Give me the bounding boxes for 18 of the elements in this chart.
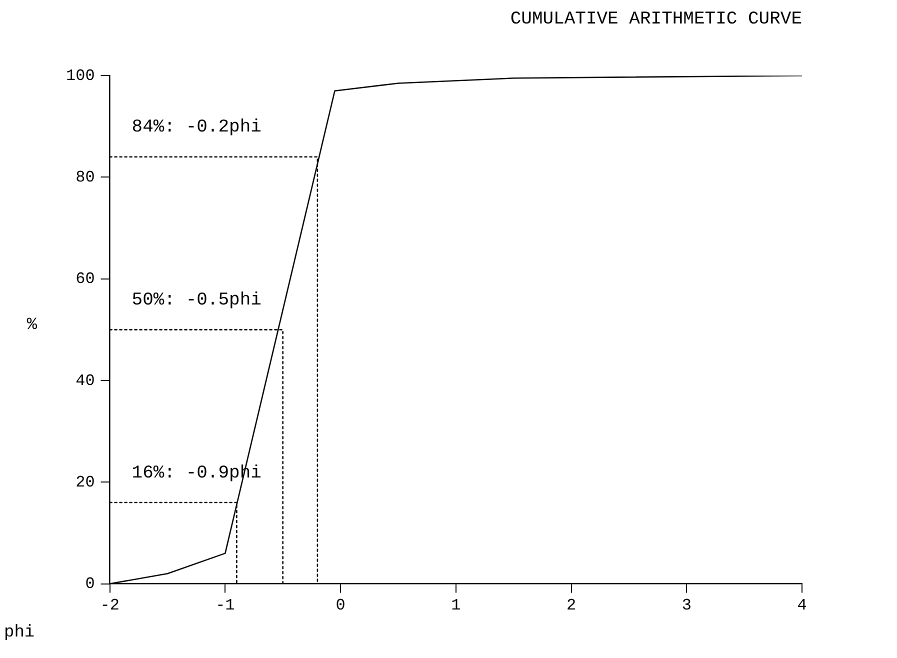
y-tick-label: 60 (76, 270, 95, 288)
y-tick-label: 80 (76, 168, 95, 186)
y-tick-label: 0 (85, 575, 95, 594)
annotation: 84%: -0.2phi (132, 118, 262, 138)
annotation: 50%: -0.5phi (132, 290, 262, 310)
y-tick-label: 100 (66, 66, 95, 85)
y-axis-title: % (26, 316, 38, 336)
x-tick-label: 3 (682, 596, 692, 615)
x-tick-label: 1 (451, 596, 461, 615)
y-tick-label: 20 (76, 473, 95, 492)
x-tick-label: 0 (336, 596, 346, 615)
x-tick-label: -2 (100, 596, 120, 615)
chart-title: CUMULATIVE ARITHMETIC CURVE (510, 10, 802, 30)
x-axis-title: phi (4, 624, 35, 642)
x-tick-label: 4 (797, 596, 807, 615)
x-tick-label: 2 (566, 596, 576, 615)
x-tick-label: -1 (216, 596, 235, 615)
y-tick-label: 40 (76, 372, 95, 390)
